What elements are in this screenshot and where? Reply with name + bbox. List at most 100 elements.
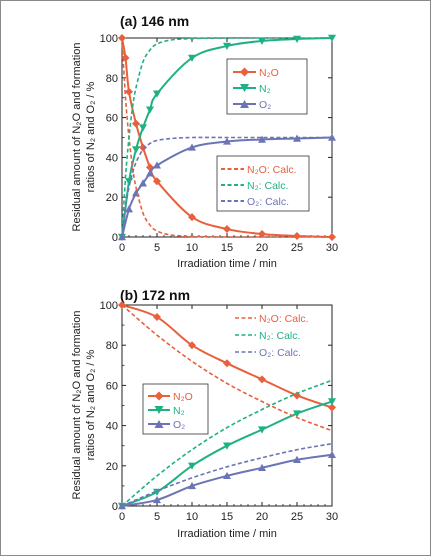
calc-curve-n2 [121,379,333,507]
panel-b: (b) 172 nm 0 5 10 15 20 25 30 0 20 40 60 80 100 Irra… [71,287,338,540]
legend-entry-n2: N₂ [233,83,271,95]
legend-entry-n2o: N₂O [233,67,279,79]
y-tick-label: 60 [106,380,118,392]
y-tick-label: 80 [106,73,118,85]
y-tick-label: 80 [106,340,118,352]
diamond-marker [154,391,164,401]
triangle-down-marker [188,54,196,62]
triangle-up-marker [146,169,154,177]
diamond-marker [153,177,161,186]
calc-curve-o2 [121,136,332,238]
panel-b-y-label-line1: Residual amount of N₂O and formation [71,311,83,500]
y-tick-label: 0 [112,232,118,244]
triangle-up-marker [125,205,133,213]
x-tick-label: 20 [256,242,268,254]
diamond-marker [139,143,147,152]
panel-b-y-label-line2: ratios of N₂ and O₂ / % [85,349,97,460]
legend-box [216,155,310,212]
x-tick-label: 25 [291,511,303,523]
x-tick-label: 30 [326,511,338,523]
legend-label-o2-calc: O₂: Calc. [259,347,301,359]
panel-a: (a) 146 nm 0 5 10 15 20 25 30 0 20 40 60 80 100 Irra… [71,13,338,270]
legend-entry-o2: O₂ [233,99,271,111]
calc-curve-o2 [121,442,333,507]
legend-label-n2o-calc: N₂O: Calc. [247,164,297,176]
panel-b-legend-measured: N₂O N₂ O₂ [142,383,209,435]
y-tick-label: 100 [100,300,118,312]
triangle-down-marker [258,426,266,434]
panel-b-legend-calc: N₂O: Calc. N₂: Calc. O₂: Calc. [235,313,309,359]
diamond-marker [125,87,133,96]
legend-label: O₂ [259,99,271,111]
diamond-marker [258,230,266,239]
triangle-down-marker [240,84,249,92]
triangle-up-marker [153,161,161,169]
triangle-down-marker [188,462,196,470]
y-tick-label: 100 [100,33,118,45]
x-tick-label: 5 [154,242,160,254]
x-tick-label: 15 [221,511,233,523]
x-tick-label: 5 [154,511,160,523]
triangle-up-marker [240,100,249,108]
x-tick-label: 0 [119,242,125,254]
y-tick-label: 40 [106,421,118,433]
triangle-down-marker [146,106,154,114]
triangle-down-marker [125,178,133,186]
triangle-up-marker [153,495,161,504]
diamond-marker [328,233,336,241]
diamond-marker [188,213,196,222]
triangle-down-marker [132,146,140,154]
x-tick-label: 10 [186,511,198,523]
legend-label-n2o: N₂O [173,391,193,403]
legend-label-o2-calc: O₂: Calc. [247,196,289,208]
x-tick-label: 30 [326,242,338,254]
triangle-up-marker [139,179,147,187]
legend-label-n2-calc: N₂: Calc. [247,180,288,192]
triangle-up-marker [258,135,266,143]
triangle-down-marker [328,398,336,406]
x-tick-label: 20 [256,511,268,523]
panel-a-y-label-line1: Residual amount of N₂O and formation [71,43,83,232]
legend-label: N₂ [259,83,271,95]
triangle-up-marker [258,463,266,472]
y-tick-label: 60 [106,113,118,125]
triangle-down-marker [258,37,266,45]
panel-a-title: (a) 146 nm [120,13,189,29]
panel-a-y-label-line2: ratios of N₂ and O₂ / % [85,81,97,192]
triangle-down-marker [223,42,231,50]
triangle-up-marker [188,143,196,151]
triangle-down-marker [223,442,231,450]
y-tick-label: 20 [106,192,118,204]
panel-a-legend-measured: N₂O N₂ O₂ [226,58,308,115]
x-tick-label: 15 [221,242,233,254]
legend-label-o2: O₂ [173,419,185,431]
triangle-up-marker [223,471,231,480]
diamond-marker [223,225,231,234]
triangle-down-marker [328,34,336,42]
diamond-marker [223,359,231,368]
triangle-up-marker [188,481,196,490]
legend-label-n2o-calc: N₂O: Calc. [259,313,309,325]
triangle-down-marker [153,90,161,98]
legend-label-n2-calc: N₂: Calc. [259,330,300,342]
diamond-marker [293,232,301,241]
y-tick-label: 40 [106,152,118,164]
diamond-marker [328,403,336,412]
calc-curve-n2o [121,304,333,432]
triangle-up-marker [328,450,336,458]
triangle-down-marker [154,406,164,414]
x-tick-label: 25 [291,242,303,254]
panel-b-series [118,301,336,510]
diamond-marker [188,341,196,350]
panel-a-legend-calc: N₂O: Calc. N₂: Calc. O₂: Calc. [216,155,310,212]
diamond-marker [240,67,249,77]
legend-box [226,58,308,115]
y-tick-label: 20 [106,461,118,473]
panel-a-series [118,34,336,241]
panel-a-x-label: Irradiation time / min [177,258,277,270]
diamond-marker [132,119,140,128]
legend-label: N₂O [259,67,279,79]
legend-label-n2: N₂ [173,405,185,417]
